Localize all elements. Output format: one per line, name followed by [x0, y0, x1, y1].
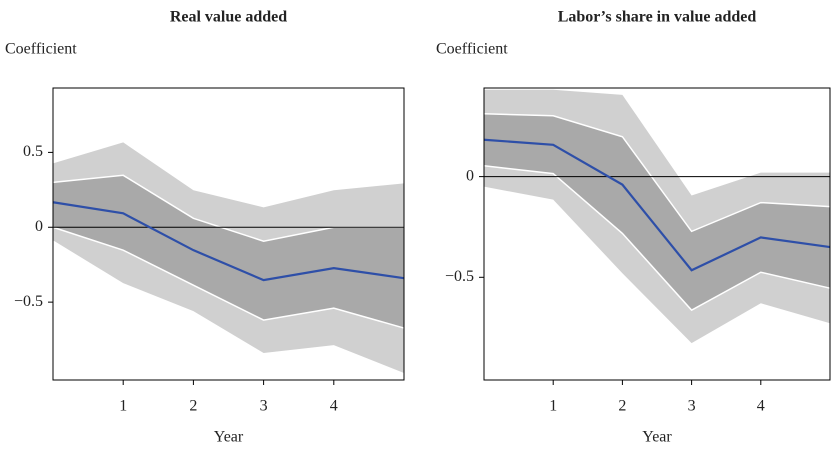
confidence-band: [53, 175, 404, 329]
plot-frame: [52, 87, 405, 381]
chart-title: Labor’s share in value added: [558, 9, 757, 26]
x-tick-label: 3: [688, 398, 696, 415]
y-tick-label: 0: [466, 167, 474, 184]
band-edge: [52, 226, 405, 329]
x-tick-label: 3: [260, 398, 268, 415]
x-tick-label: 2: [189, 398, 197, 415]
y-axis-label: Coefficient: [5, 41, 77, 58]
y-tick-label: 0.5: [23, 143, 43, 160]
plot-frame: [483, 87, 831, 381]
y-tick-label: 0: [35, 218, 43, 235]
x-tick-label: 4: [757, 398, 765, 415]
band-edge: [483, 164, 831, 312]
x-tick-label: 2: [618, 398, 626, 415]
band-edge: [483, 113, 831, 233]
y-axis-label: Coefficient: [436, 41, 508, 58]
x-tick-label: 1: [549, 398, 557, 415]
y-tick-label: −0.5: [445, 268, 474, 285]
line: [483, 138, 831, 272]
chart-title: Real value added: [170, 9, 287, 26]
x-axis-label: Year: [214, 429, 244, 446]
y-tick-label: −0.5: [14, 293, 43, 310]
x-tick-label: 1: [119, 398, 127, 415]
confidence-band: [484, 113, 830, 311]
line: [52, 201, 405, 282]
x-tick-label: 4: [330, 398, 338, 415]
x-axis-label: Year: [642, 429, 672, 446]
